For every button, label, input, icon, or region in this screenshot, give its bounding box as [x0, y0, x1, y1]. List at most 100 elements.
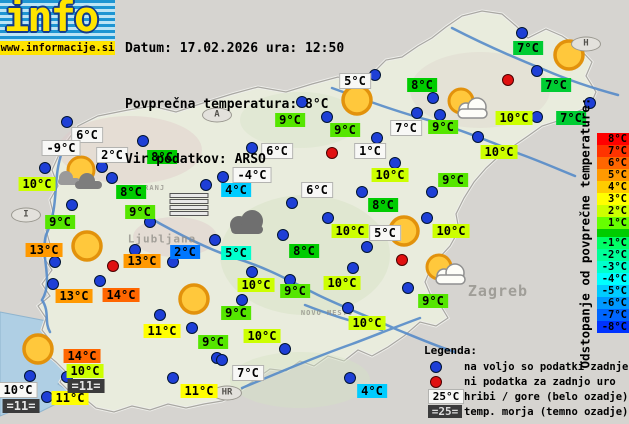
- station-dot-data-available: [66, 199, 78, 211]
- temperature-label: 5°C: [369, 225, 401, 241]
- legend-item: ni podatka za zadnjo uro: [424, 374, 629, 389]
- temperature-label: 9°C: [275, 113, 305, 127]
- site-logo[interactable]: info www.informacije.si: [0, 0, 115, 55]
- station-dot-data-available: [531, 111, 543, 123]
- station-dot-data-available: [427, 92, 439, 104]
- temperature-label: 11°C: [180, 384, 218, 398]
- temperature-label: 9°C: [438, 173, 468, 187]
- station-dot-no-data: [502, 74, 514, 86]
- scale-cell: [597, 229, 629, 237]
- station-dot-data-available: [49, 256, 61, 268]
- scale-cell: -2°C: [597, 249, 629, 261]
- sun-icon: [176, 281, 212, 321]
- country-badge: A: [202, 107, 232, 123]
- station-dot-data-available: [217, 171, 229, 183]
- map-header: Datum: 17.02.2026 ura: 12:50 Povprečna t…: [125, 3, 344, 207]
- temperature-label: 10°C: [66, 364, 104, 378]
- railway-icon: [169, 193, 209, 222]
- station-dot-data-available: [216, 354, 228, 366]
- station-dot-data-available: [411, 107, 423, 119]
- scale-cell: 3°C: [597, 193, 629, 205]
- temperature-label: 10°C: [243, 329, 281, 343]
- station-dot-data-available: [402, 282, 414, 294]
- city-label: NOVO MESTO: [300, 309, 354, 317]
- scale-cell: -8°C: [597, 321, 629, 333]
- scale-cell: -7°C: [597, 309, 629, 321]
- legend: Legenda: na voljo so podatki zadnje ure n…: [424, 344, 629, 419]
- station-dot-data-available: [137, 135, 149, 147]
- temperature-label: -9°C: [41, 140, 81, 156]
- station-dot-data-available: [167, 372, 179, 384]
- legend-item-text: ni podatka za zadnjo uro: [464, 375, 616, 388]
- station-dot-data-available: [347, 262, 359, 274]
- scale-title: Odstopanje od povprečne temperature:: [577, 97, 593, 369]
- temperature-label: 10°C: [323, 276, 361, 290]
- station-dot-no-data: [326, 147, 338, 159]
- temperature-label: 10°C: [371, 168, 409, 182]
- temperature-label: 7°C: [390, 120, 422, 136]
- temperature-label: 5°C: [339, 73, 371, 89]
- scale-cell: 1°C: [597, 217, 629, 229]
- temperature-label: 6°C: [71, 127, 103, 143]
- station-dot-no-data: [396, 254, 408, 266]
- temperature-label: 11°C: [143, 324, 181, 338]
- station-dot-data-available: [531, 65, 543, 77]
- header-date-line: Datum: 17.02.2026 ura: 12:50: [125, 41, 345, 56]
- scale-cell: -3°C: [597, 261, 629, 273]
- legend-item-text: temp. morja (temno ozadje): [464, 405, 629, 418]
- station-dot-data-available: [296, 96, 308, 108]
- station-dot-data-available: [186, 322, 198, 334]
- station-dot-data-available: [472, 131, 484, 143]
- station-dot-data-available: [421, 212, 433, 224]
- temperature-label: 9°C: [125, 205, 155, 219]
- white-box-sample: 25°C: [428, 389, 464, 404]
- station-dot-data-available: [236, 294, 248, 306]
- temperature-label: 13°C: [55, 289, 93, 303]
- station-dot-data-available: [39, 162, 51, 174]
- station-dot-data-available: [356, 186, 368, 198]
- scale-cell: 6°C: [597, 157, 629, 169]
- temperature-label: 2°C: [96, 147, 128, 163]
- station-dot-data-available: [286, 197, 298, 209]
- station-dot-data-available: [342, 302, 354, 314]
- legend-item-text: hribi / gore (belo ozadje): [464, 390, 629, 403]
- station-dot-data-available: [361, 241, 373, 253]
- station-dot-data-available: [154, 309, 166, 321]
- logo-stripes-background: [0, 0, 115, 41]
- temperature-label: 9°C: [280, 284, 310, 298]
- station-dot-data-available: [246, 266, 258, 278]
- station-dot-data-available: [106, 172, 118, 184]
- station-dot-data-available: [321, 111, 333, 123]
- temperature-label: 9°C: [418, 294, 448, 308]
- temperature-label: 8°C: [368, 198, 398, 212]
- dark-box-sample: =25=: [428, 405, 462, 418]
- station-dot-no-data: [107, 260, 119, 272]
- temperature-label: -4°C: [232, 167, 272, 183]
- temperature-label: 8°C: [407, 78, 437, 92]
- temperature-label: 14°C: [102, 288, 140, 302]
- scale-cell: 8°C: [597, 133, 629, 145]
- temperature-label: 13°C: [123, 254, 161, 268]
- temperature-label: 8°C: [289, 244, 319, 258]
- station-dot-data-available: [47, 278, 59, 290]
- scale-cell: 7°C: [597, 145, 629, 157]
- temperature-label: 4°C: [357, 384, 387, 398]
- legend-item: na voljo so podatki zadnje ure: [424, 359, 629, 374]
- temperature-label: =11=: [2, 399, 40, 413]
- temperature-label: 9°C: [330, 123, 360, 137]
- logo-site-url[interactable]: www.informacije.si: [0, 41, 115, 55]
- legend-item: =25= temp. morja (temno ozadje): [424, 404, 629, 419]
- scale-cell: 5°C: [597, 169, 629, 181]
- temperature-label: 10°C: [18, 177, 56, 191]
- header-average-temperature-line: Povprečna temperatura: 8°C: [125, 96, 329, 112]
- temperature-label: 7°C: [513, 41, 543, 55]
- red-dot-icon: [430, 375, 442, 388]
- station-dot-data-available: [344, 372, 356, 384]
- station-dot-data-available: [516, 27, 528, 39]
- sun-icon: [20, 331, 56, 371]
- city-label: Zagreb: [467, 282, 529, 300]
- temperature-label: 11°C: [51, 391, 89, 405]
- legend-item: 25°C hribi / gore (belo ozadje): [424, 389, 629, 404]
- temperature-label: 5°C: [221, 246, 251, 260]
